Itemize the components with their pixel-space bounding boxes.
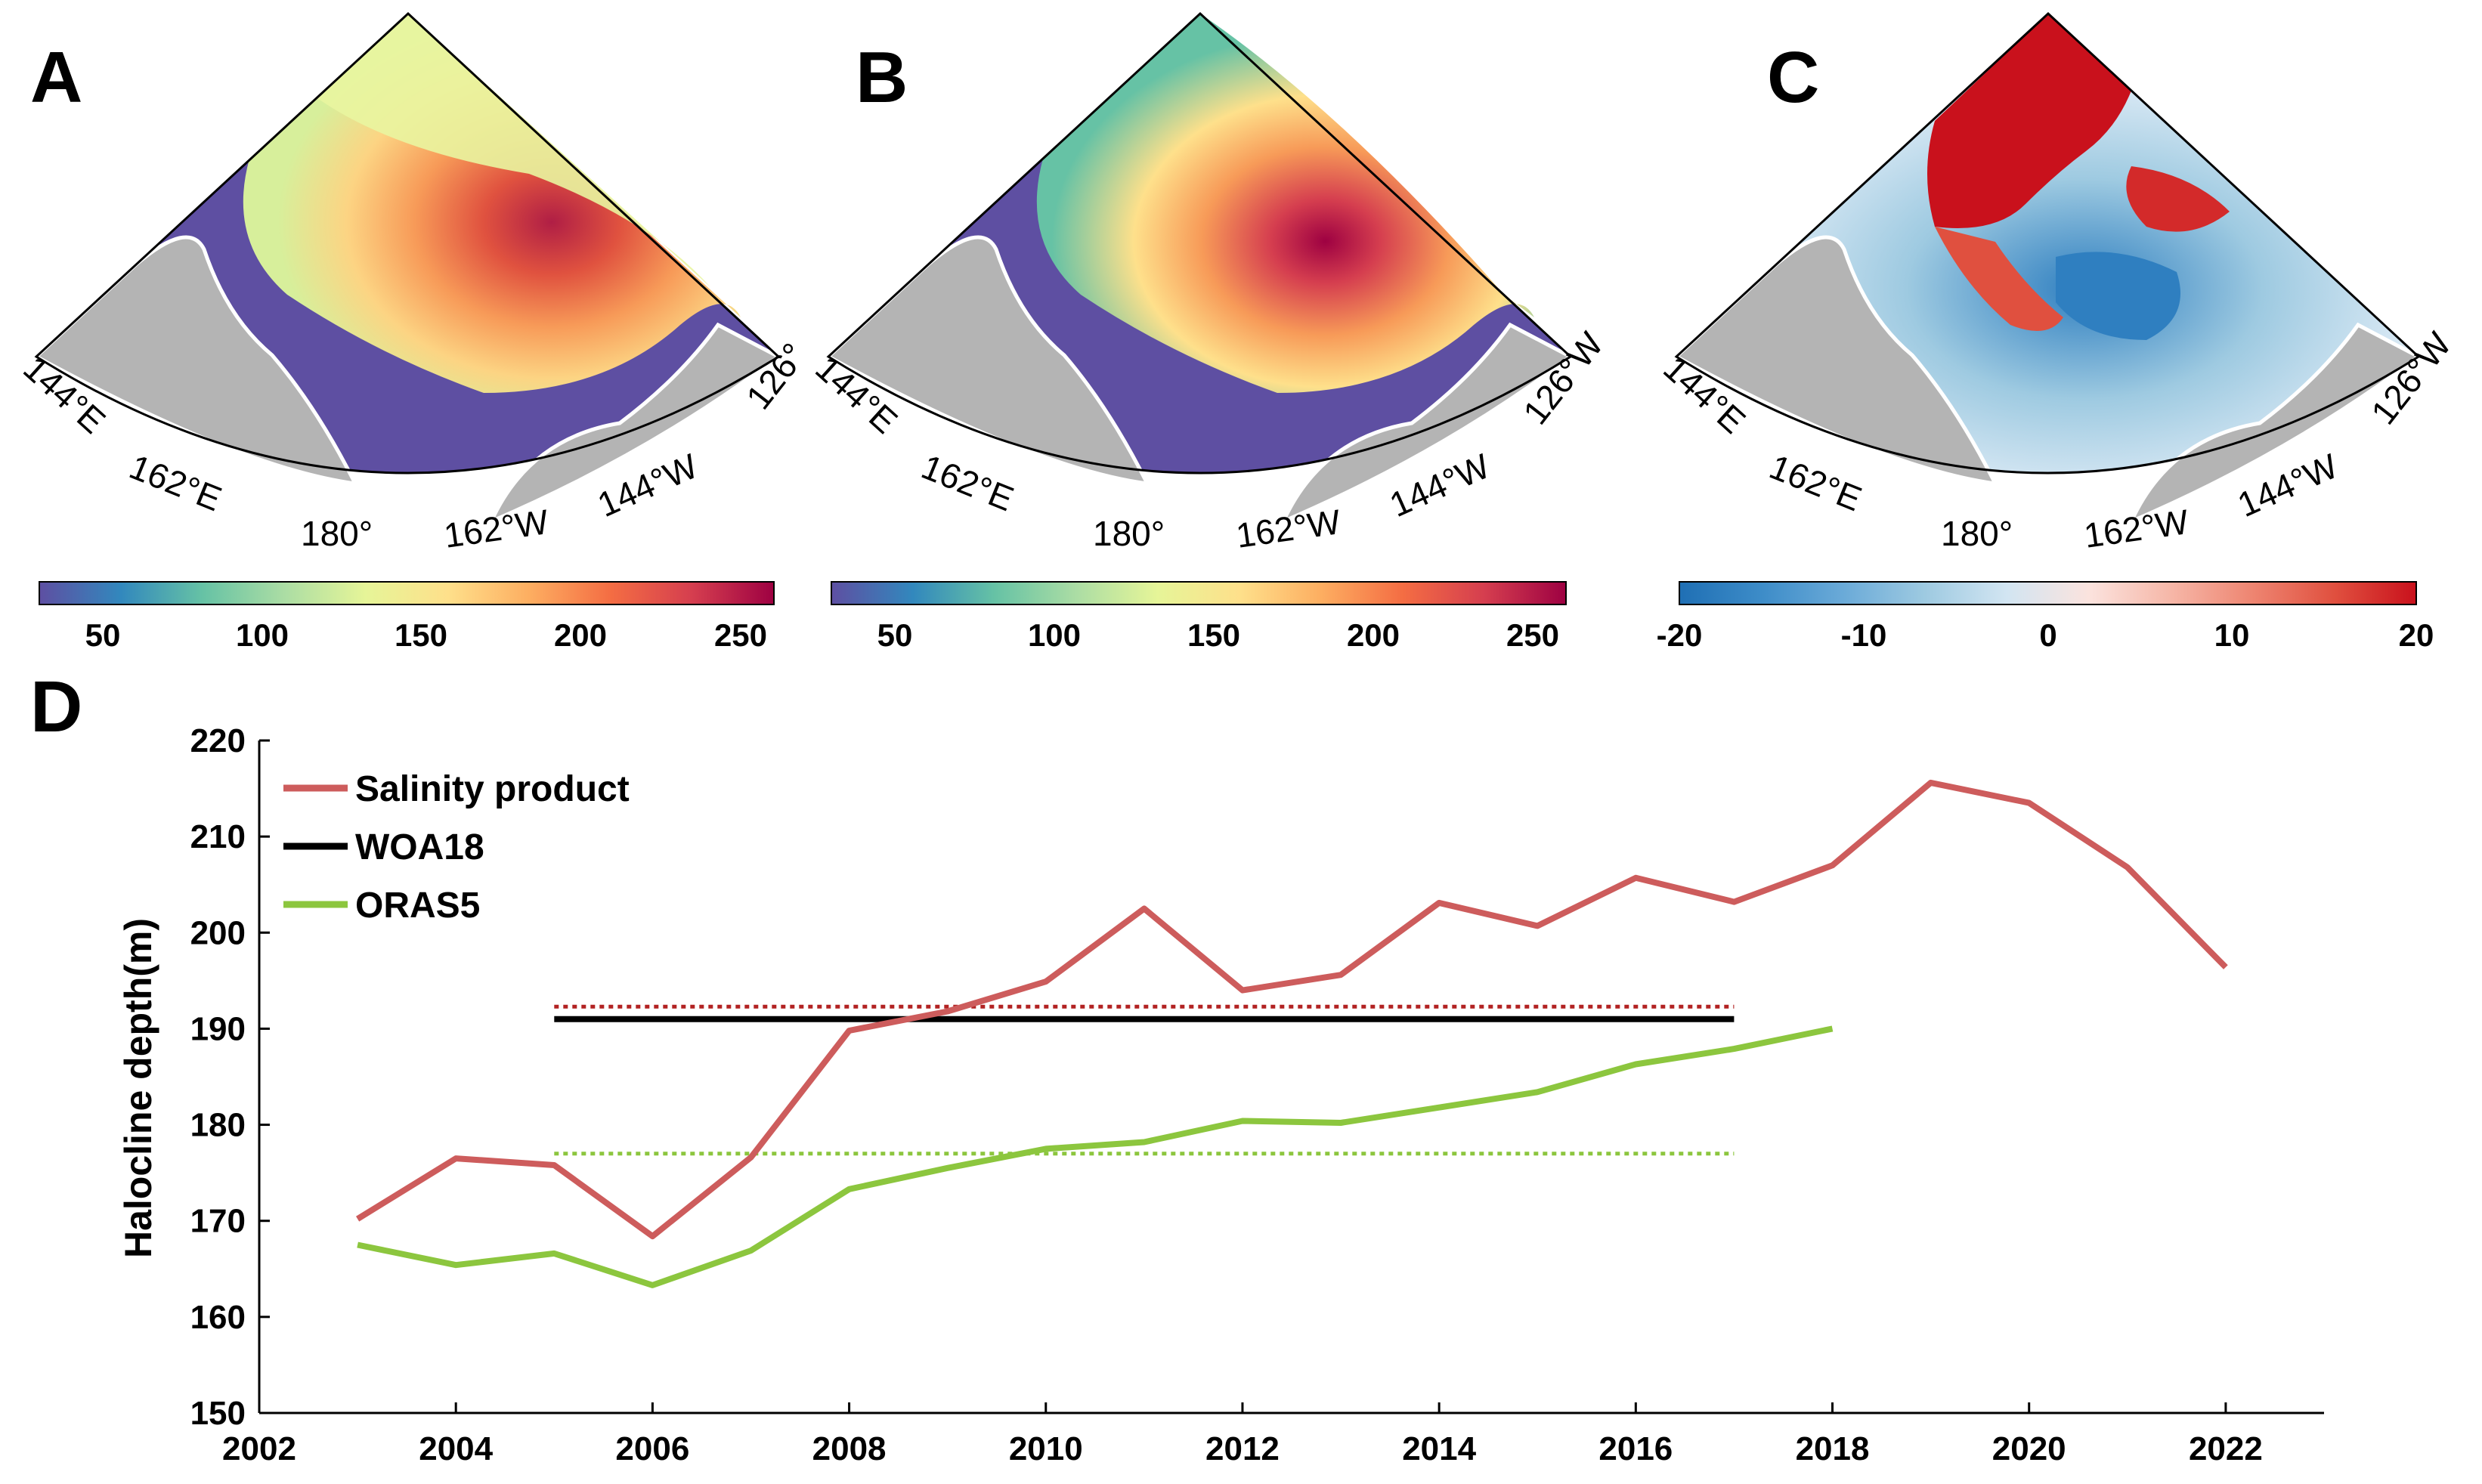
legend-label: Salinity product [355,769,630,809]
panel-b-land-west [825,235,1151,487]
legend: Salinity product WOA18 ORAS5 [283,769,630,926]
panel-b-shelf-field [1036,14,1534,393]
panel-a-lon-180: 180° [301,514,373,553]
plot-area: 2002 2004 2006 2008 2010 2012 2014 2016 2018 2020… [190,722,2324,1467]
x-tick-label: 2008 [812,1430,887,1467]
panel-c-positive-east [2126,166,2230,232]
x-tick-label: 2016 [1598,1430,1673,1467]
panel-b: B 144°E 162°E 180° 162°W 144°W 126°W 50 … [808,11,1611,653]
panel-b-cb-tick: 100 [1028,617,1081,653]
y-axis-title: Halocline depth(m) [117,918,159,1258]
x-tick-label: 2006 [615,1430,689,1467]
y-tick-label: 170 [190,1203,246,1240]
panel-d: D Halocline depth(m) 2002 2004 2006 2008 201… [30,666,2324,1467]
x-tick-label: 2004 [419,1430,493,1467]
panel-c-cb-tick: 10 [2214,617,2250,653]
panel-b-colorbar [831,581,1567,605]
panel-b-letter: B [856,37,908,118]
panel-b-lon-162e: 162°E [916,447,1019,518]
panel-a-cb-tick: 100 [236,617,289,653]
panel-c-lon-162w: 162°W [2081,502,2191,555]
panel-b-cb-tick: 250 [1506,617,1559,653]
legend-label: WOA18 [355,827,484,867]
panel-c-map [1673,11,2422,525]
x-tick-label: 2010 [1009,1430,1083,1467]
x-tick-label: 2002 [222,1430,296,1467]
panel-a-cb-tick: 150 [395,617,447,653]
x-tick-label: 2022 [2189,1430,2263,1467]
panel-b-map [825,11,1574,525]
x-tick-label: 2020 [1992,1430,2066,1467]
panel-a-land-east [487,322,782,525]
panel-a-cb-tick: 200 [554,617,607,653]
panel-a-colorbar-ticks: 50 100 150 200 250 [85,617,767,653]
panel-a: A 144°E 162°E 180° 162°W 144°W 126° 50 1… [16,11,813,653]
panel-a-lon-162w: 162°W [441,502,551,555]
panel-b-frame [826,11,1573,475]
panel-c: C 144°E 162°E 180° 162°W 144°W 126°W -20… [1656,11,2459,653]
panel-a-lon-162e: 162°E [124,447,227,518]
panel-a-land-west [32,235,359,487]
panel-c-cb-tick: -20 [1657,617,1703,653]
panel-a-letter: A [30,37,82,118]
panel-a-cb-tick: 250 [714,617,767,653]
panel-c-letter: C [1767,37,1819,118]
x-tick-label: 2014 [1402,1430,1476,1467]
panel-d-letter: D [30,666,82,747]
panel-a-map [32,11,782,525]
panel-c-lon-180: 180° [1941,514,2013,553]
panel-c-positive-tongue [1935,227,2063,331]
panel-a-frame [34,11,781,475]
panel-c-cb-tick: 0 [2039,617,2056,653]
x-tick-label: 2018 [1796,1430,1870,1467]
panel-b-colorbar-ticks: 50 100 150 200 250 [877,617,1559,653]
panel-a-colorbar [39,581,775,605]
panel-c-colorbar [1679,581,2417,605]
panel-c-frame [1674,11,2421,475]
panel-c-lon-162e: 162°E [1764,447,1867,518]
y-tick-label: 220 [190,722,246,759]
series-line-salinity-product [356,779,2228,1240]
panel-c-negative-core [2056,252,2180,340]
y-tick-label: 190 [190,1010,246,1047]
y-tick-label: 180 [190,1107,246,1144]
panel-a-cb-tick: 50 [85,617,121,653]
y-tick-label: 160 [190,1299,246,1336]
panel-b-cb-tick: 50 [877,617,913,653]
panel-c-land-east [2128,322,2422,525]
y-tick-label: 150 [190,1395,246,1432]
panel-c-land-west [1673,235,1999,487]
panel-c-cb-tick: 20 [2399,617,2434,653]
series-line-oras5 [357,1025,1834,1288]
legend-label: ORAS5 [355,886,480,926]
panel-b-lon-180: 180° [1093,514,1165,553]
panel-c-cb-tick: -10 [1841,617,1887,653]
panel-c-colorbar-ticks: -20 -10 0 10 20 [1657,617,2434,653]
x-tick-label: 2012 [1205,1430,1280,1467]
panel-b-cb-tick: 150 [1187,617,1240,653]
panel-b-lon-162w: 162°W [1233,502,1343,555]
y-tick-label: 200 [190,914,246,951]
y-tick-label: 210 [190,818,246,855]
panel-b-land-east [1280,322,1574,525]
panel-c-positive-band [1927,14,2131,228]
panel-b-cb-tick: 200 [1347,617,1400,653]
panel-a-upper-field [317,14,710,287]
